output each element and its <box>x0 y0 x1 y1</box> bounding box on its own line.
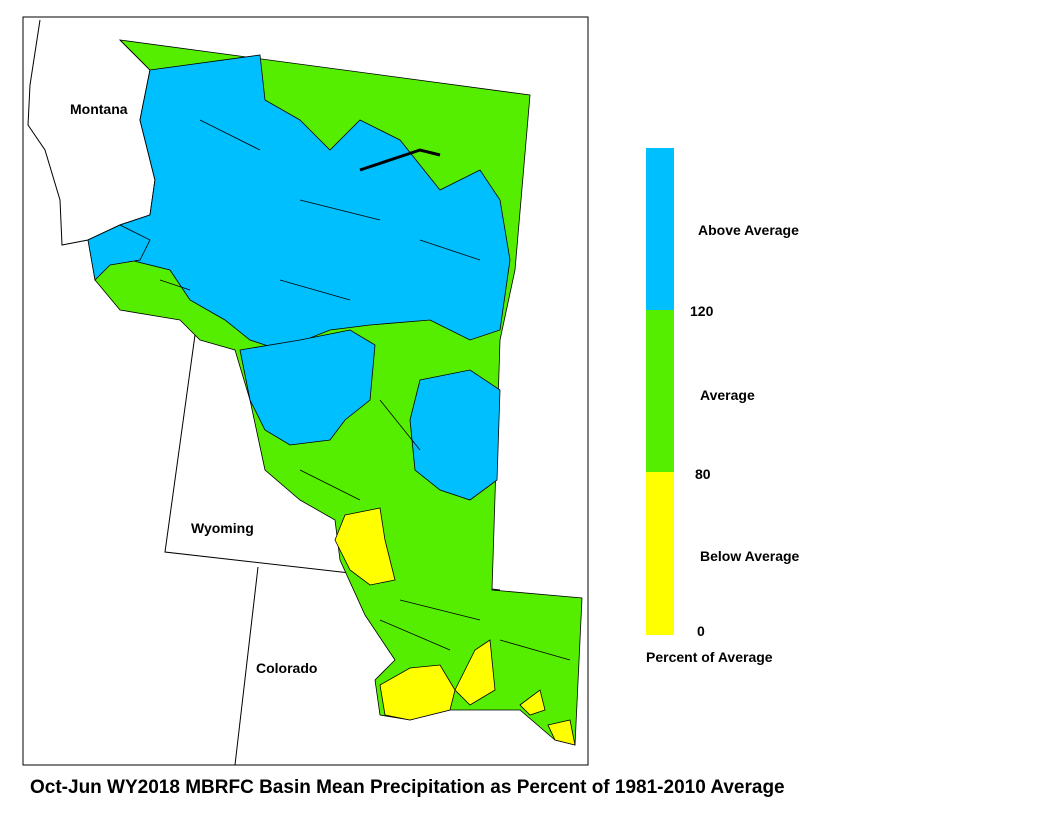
legend-tick: 0 <box>697 623 705 639</box>
basins <box>87 39 583 746</box>
legend-tick: 80 <box>695 466 711 482</box>
legend-swatch <box>646 472 674 635</box>
legend: Above Average Average Below Average 120 … <box>646 148 800 665</box>
legend-swatch <box>646 310 674 472</box>
state-label: Wyoming <box>191 520 254 536</box>
state-label: Colorado <box>256 660 317 676</box>
title: Oct-Jun WY2018 MBRFC Basin Mean Precipit… <box>30 777 785 798</box>
legend-label: Average <box>700 387 755 403</box>
legend-tick: 120 <box>690 303 714 319</box>
legend-caption: Percent of Average <box>646 649 773 665</box>
state-label: Montana <box>70 101 128 117</box>
legend-label: Above Average <box>698 222 799 238</box>
legend-swatch <box>646 148 674 310</box>
legend-label: Below Average <box>700 548 800 564</box>
